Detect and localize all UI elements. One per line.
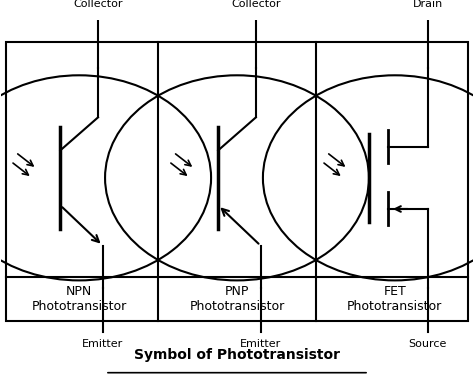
Text: Drain: Drain [413, 0, 443, 9]
Text: Collector: Collector [231, 0, 281, 9]
Text: NPN
Phototransistor: NPN Phototransistor [31, 285, 127, 313]
Text: Symbol of Phototransistor: Symbol of Phototransistor [134, 348, 340, 362]
Text: Emitter: Emitter [240, 339, 281, 349]
Text: Emitter: Emitter [82, 339, 123, 349]
Text: PNP
Phototransistor: PNP Phototransistor [190, 285, 284, 313]
Text: Source: Source [409, 339, 447, 349]
Text: Collector: Collector [73, 0, 123, 9]
Text: FET
Phototransistor: FET Phototransistor [347, 285, 443, 313]
FancyBboxPatch shape [6, 42, 468, 321]
